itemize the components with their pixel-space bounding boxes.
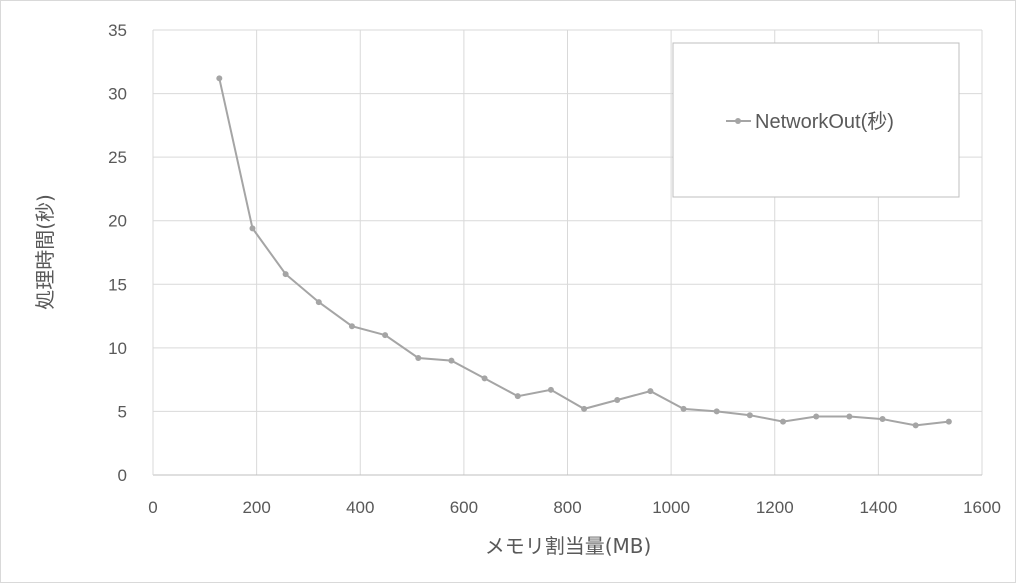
data-point xyxy=(912,422,919,429)
y-tick-label: 30 xyxy=(108,85,127,104)
legend: NetworkOut(秒) xyxy=(672,42,960,198)
data-point xyxy=(746,412,753,419)
y-tick-label: 20 xyxy=(108,212,127,231)
data-point xyxy=(448,357,455,364)
y-tick-label: 25 xyxy=(108,148,127,167)
tick-labels: 0 5 10 15 20 25 30 35 0 200 400 600 800 1000 1200 1400 1… xyxy=(108,21,1001,517)
data-point xyxy=(415,355,422,362)
axes xyxy=(152,30,982,476)
y-tick-label: 0 xyxy=(118,466,127,485)
data-point xyxy=(481,375,488,382)
data-point xyxy=(216,75,223,82)
data-point xyxy=(647,388,654,395)
x-tick-label: 1000 xyxy=(652,498,690,517)
data-point xyxy=(879,416,886,423)
data-point xyxy=(315,299,322,306)
y-tick-label: 15 xyxy=(108,275,127,294)
data-point xyxy=(249,225,256,232)
x-tick-label: 400 xyxy=(346,498,374,517)
x-tick-label: 0 xyxy=(148,498,157,517)
data-point xyxy=(614,396,621,403)
data-point xyxy=(581,405,588,412)
x-axis-title: メモリ割当量(MB) xyxy=(485,534,652,558)
x-tick-label: 1600 xyxy=(963,498,1001,517)
series-layer xyxy=(216,75,952,429)
x-tick-label: 200 xyxy=(242,498,270,517)
data-point xyxy=(547,386,554,393)
data-point xyxy=(282,271,289,278)
data-point xyxy=(514,393,521,400)
data-point xyxy=(680,405,687,412)
data-point xyxy=(846,413,853,420)
x-tick-label: 1200 xyxy=(756,498,794,517)
data-point xyxy=(713,408,720,415)
legend-box xyxy=(672,42,960,198)
y-tick-label: 35 xyxy=(108,21,127,40)
y-axis-title: 処理時間(秒) xyxy=(33,194,57,310)
legend-entry: NetworkOut(秒) xyxy=(755,110,894,133)
x-tick-label: 600 xyxy=(450,498,478,517)
data-point xyxy=(348,323,355,330)
data-point xyxy=(945,418,952,425)
legend-marker-swatch xyxy=(735,118,741,124)
x-tick-label: 1400 xyxy=(859,498,897,517)
x-tick-label: 800 xyxy=(553,498,581,517)
gridlines xyxy=(153,29,983,475)
data-point xyxy=(780,418,787,425)
data-point xyxy=(813,413,820,420)
y-tick-label: 10 xyxy=(108,339,127,358)
data-point xyxy=(382,332,389,339)
y-tick-label: 5 xyxy=(118,402,127,421)
